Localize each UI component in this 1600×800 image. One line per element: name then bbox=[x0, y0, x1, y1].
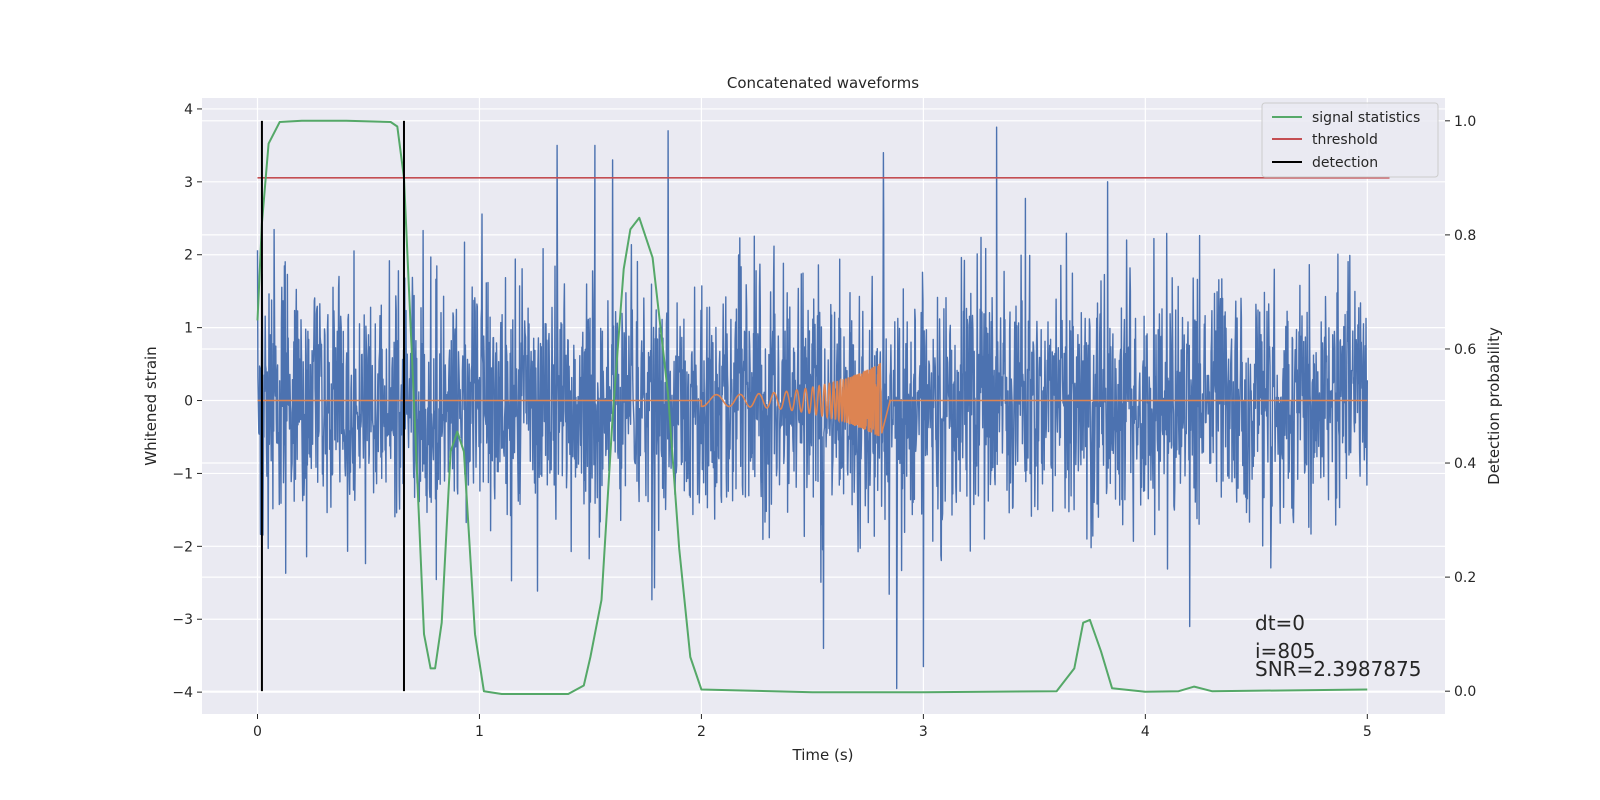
x-tick-label: 1 bbox=[475, 724, 484, 740]
annotations: dt=0 i=805 SNR=2.3987875 bbox=[1255, 611, 1421, 681]
y-tick-label-left: −2 bbox=[172, 539, 193, 555]
legend-label-signal-statistics: signal statistics bbox=[1312, 110, 1420, 126]
y-axis-label-left: Whitened strain bbox=[142, 346, 160, 465]
x-tick-label: 5 bbox=[1363, 724, 1372, 740]
x-axis-label: Time (s) bbox=[792, 746, 854, 764]
y-tick-label-left: 2 bbox=[184, 248, 193, 264]
y-tick-label-left: 3 bbox=[184, 175, 193, 191]
annotation-index: i=805 bbox=[1255, 639, 1316, 663]
waveform-series-line bbox=[257, 362, 1368, 437]
y-tick-label-left: −1 bbox=[172, 466, 193, 482]
y-tick-label-right: 0.6 bbox=[1454, 342, 1476, 358]
y-tick-label-right: 0.2 bbox=[1454, 570, 1476, 586]
y-tick-label-right: 0.8 bbox=[1454, 228, 1476, 244]
y-tick-label-right: 0.4 bbox=[1454, 456, 1476, 472]
chart-title: Concatenated waveforms bbox=[727, 74, 919, 92]
series-layer bbox=[256, 119, 1390, 695]
strain-series-line bbox=[256, 126, 1368, 690]
annotation-dt: dt=0 bbox=[1255, 611, 1305, 635]
y-tick-label-right: 1.0 bbox=[1454, 114, 1476, 130]
legend-label-detection: detection bbox=[1312, 155, 1378, 171]
x-tick-label: 0 bbox=[253, 724, 262, 740]
y-tick-label-left: 0 bbox=[184, 394, 193, 410]
signal-statistics-line bbox=[256, 119, 1368, 695]
y-tick-label-left: 4 bbox=[184, 102, 193, 118]
y-axis-label-right: Detection probability bbox=[1485, 327, 1503, 485]
x-tick-label: 2 bbox=[697, 724, 706, 740]
axes: 0 1 2 3 4 5 −4 −3 −2 −1 0 1 2 3 4 0.0 0.2 0.4 0.6 0.8 1.0 bbox=[172, 102, 1476, 740]
y-tick-label-left: −4 bbox=[172, 685, 193, 701]
legend-box bbox=[1261, 102, 1439, 178]
y-tick-label-left: −3 bbox=[172, 612, 193, 628]
x-tick-label: 4 bbox=[1141, 724, 1150, 740]
y-tick-label-right: 0.0 bbox=[1454, 684, 1476, 700]
legend: signal statistics threshold detection bbox=[1261, 102, 1439, 178]
x-tick-label: 3 bbox=[919, 724, 928, 740]
legend-label-threshold: threshold bbox=[1312, 132, 1378, 148]
y-tick-label-left: 1 bbox=[184, 321, 193, 337]
annotation-snr: SNR=2.3987875 bbox=[1255, 657, 1421, 681]
